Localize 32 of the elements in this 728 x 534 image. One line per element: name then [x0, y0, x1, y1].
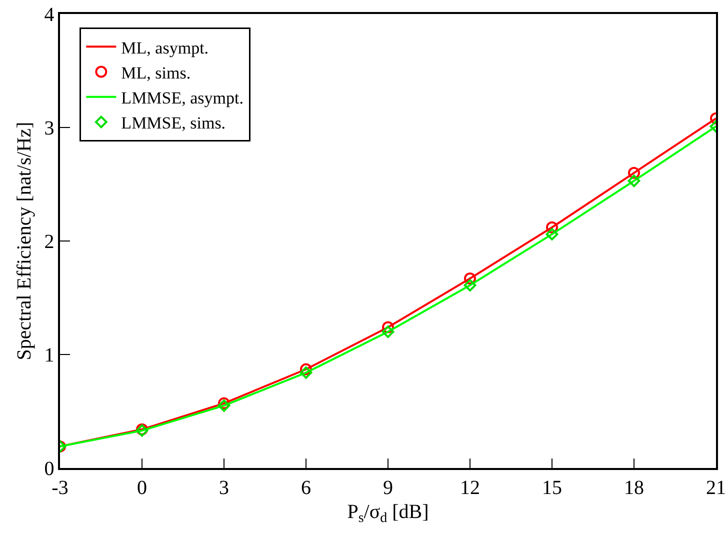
point [218, 397, 230, 410]
y-tick-label: 3 [44, 118, 54, 140]
x-tick-label: -3 [52, 476, 68, 499]
x-tick-label: 15 [542, 476, 562, 499]
point [546, 221, 558, 234]
point [382, 326, 394, 338]
point [628, 166, 640, 179]
x-tick-label: 12 [460, 476, 480, 499]
x-tick-label: 18 [624, 476, 644, 499]
y-tick-label: 1 [44, 344, 54, 366]
x-tick-label: 6 [301, 476, 311, 499]
x-tick-label: 21 [706, 476, 726, 499]
point [300, 363, 312, 376]
x-tick-label: 9 [383, 476, 393, 499]
x-axis-title: P$_{s}$/σ$_{d}$ [dB] [347, 500, 429, 526]
point [628, 174, 640, 188]
y-tick-label: 2 [44, 231, 54, 253]
legend-label: LMMSE, asympt. [121, 88, 244, 108]
point [300, 366, 312, 379]
x-tick-label: 3 [219, 476, 229, 499]
point [546, 228, 558, 240]
y-axis-title: Spectral Efficiency [nat/s/Hz] [13, 122, 36, 360]
point [218, 399, 230, 412]
point [464, 272, 476, 284]
legend-label: ML, asympt. [121, 38, 209, 58]
point [464, 279, 476, 292]
legend-label: ML, sims. [121, 63, 191, 82]
y-tick-label: 0 [44, 458, 54, 480]
x-tick-label: 0 [137, 476, 147, 499]
point [382, 321, 394, 334]
legend-label: LMMSE, sims. [121, 114, 226, 133]
y-tick-label: 4 [44, 4, 54, 26]
